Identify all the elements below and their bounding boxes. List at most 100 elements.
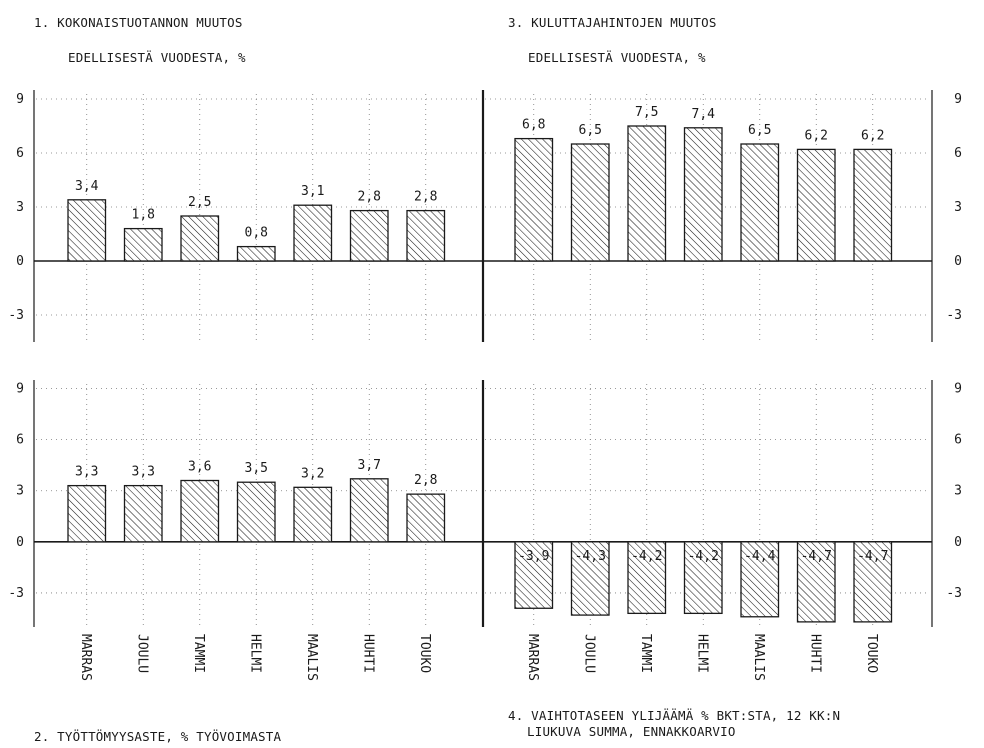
panel1-bar-touko — [406, 209, 446, 262]
panel4-ytick-label: 3 — [954, 484, 962, 499]
panel1-bar-huhti — [349, 209, 389, 262]
panel1-bar-helmi — [236, 245, 276, 262]
panel-frames — [33, 90, 933, 627]
panel2-value-label: 3,6 — [188, 460, 211, 475]
panel4-ytick-label: 9 — [954, 382, 962, 397]
panel2-bar-joulu — [123, 484, 163, 543]
panel3-bar-touko — [853, 148, 893, 262]
panel2-bar-touko — [406, 493, 446, 543]
panel3-value-label: 7,5 — [635, 105, 658, 120]
panel2-value-label: 3,2 — [301, 466, 324, 481]
panel4-category-label: JOULU — [581, 634, 596, 673]
panel4-ytick-label: 6 — [954, 433, 962, 448]
panel2-category-label: MAALIS — [304, 634, 319, 681]
panel1-ytick-label: 9 — [16, 92, 24, 107]
panel3-bar-helmi — [683, 127, 723, 262]
panel3-ytick-label: 3 — [954, 200, 962, 215]
panel1-value-label: 2,8 — [358, 190, 381, 205]
panel4-category-label: TAMMI — [638, 634, 653, 673]
panel2-category-label: JOULU — [134, 634, 149, 673]
panel3-title-line2: EDELLISESTÄ VUODESTA, % — [528, 50, 706, 65]
panel1-value-label: 1,8 — [132, 208, 155, 223]
panel4-bar-huhti — [796, 541, 836, 623]
panel4-category-label: MARRAS — [525, 634, 540, 681]
panel4-category-label: HUHTI — [807, 634, 822, 673]
panel3-bar-tammi — [627, 125, 667, 262]
panel3-value-label: 6,5 — [748, 123, 771, 138]
panel3-value-label: 7,4 — [692, 107, 716, 122]
panel4-ytick-label: -3 — [946, 586, 962, 601]
panel1-value-label: 3,4 — [75, 179, 99, 194]
panel3-value-label: 6,8 — [522, 118, 545, 133]
panel4-bar-touko — [853, 541, 893, 623]
panel1-value-label: 0,8 — [245, 226, 268, 241]
panel1-value-label: 2,8 — [414, 190, 437, 205]
panel4-bar-marras — [514, 541, 554, 609]
panel1-bar-maalis — [293, 204, 333, 262]
panel2-value-label: 3,3 — [132, 465, 155, 480]
panel1-bar-marras — [67, 199, 107, 262]
panel4-value-label: -4,7 — [857, 549, 888, 564]
panel4-bar-helmi — [683, 541, 723, 615]
panel2-ytick-label: 6 — [16, 433, 24, 448]
panel2-bar-huhti — [349, 478, 389, 543]
panel1-title-line1: 1. KOKONAISTUOTANNON MUUTOS — [34, 15, 243, 30]
panel3-bar-maalis — [740, 143, 780, 262]
panel2-category-label: MARRAS — [78, 634, 93, 681]
panel3-value-label: 6,2 — [861, 128, 884, 143]
panel1-ytick-label: 0 — [16, 254, 24, 269]
panel2-category-label: HELMI — [247, 634, 262, 673]
panel4-title-line1: 4. VAIHTOTASEEN YLIJÄÄMÄ % BKT:STA, 12 K… — [508, 708, 840, 723]
panel2-value-label: 2,8 — [414, 473, 437, 488]
panel1-ytick-label: 3 — [16, 200, 24, 215]
panel4-category-label: HELMI — [694, 634, 709, 673]
panel1-ytick-label: 6 — [16, 146, 24, 161]
panel1-value-label: 3,1 — [301, 184, 324, 199]
panel3-bar-huhti — [796, 148, 836, 262]
panel2-ytick-label: 9 — [16, 382, 24, 397]
panel3-bar-joulu — [570, 143, 610, 262]
panel3-value-label: 6,2 — [805, 128, 828, 143]
panel2-bar-tammi — [180, 479, 220, 543]
panel3-value-label: 6,5 — [579, 123, 602, 138]
panel1-title-line2: EDELLISESTÄ VUODESTA, % — [68, 50, 246, 65]
plot-area: 9 6 3 0 -3 3,4 1,8 2,5 0,8 3,1 2,8 2,8 9 6 3 0 -3 6,8 6,5 7… — [8, 92, 962, 625]
panel4-value-label: -4,7 — [801, 549, 832, 564]
panel4-value-label: -4,2 — [631, 549, 662, 564]
panel4-value-label: -4,3 — [575, 549, 606, 564]
panel4-category-label: TOUKO — [864, 634, 879, 673]
panel1-ytick-label: -3 — [8, 308, 24, 323]
panel3-ytick-label: 0 — [954, 254, 962, 269]
panel3-ytick-label: 9 — [954, 92, 962, 107]
panel3-ytick-label: -3 — [946, 308, 962, 323]
panel4-ytick-label: 0 — [954, 535, 962, 550]
panel2-category-label: TOUKO — [417, 634, 432, 673]
panel1-bar-tammi — [180, 215, 220, 262]
panel2-ytick-label: 0 — [16, 535, 24, 550]
panel2-value-label: 3,7 — [358, 458, 381, 473]
panel2-ytick-label: -3 — [8, 586, 24, 601]
panel2-title: 2. TYÖTTÖMYYSASTE, % TYÖVOIMASTA — [34, 728, 281, 744]
panel4-bar-joulu — [570, 541, 610, 616]
panel4-value-label: -4,4 — [744, 549, 775, 564]
panel3-bar-marras — [514, 137, 554, 262]
panel4-bar-tammi — [627, 541, 667, 615]
panel3-title-line1: 3. KULUTTAJAHINTOJEN MUUTOS — [508, 15, 717, 30]
panel2-value-label: 3,3 — [75, 465, 98, 480]
panel2-category-label: HUHTI — [360, 634, 375, 673]
panel2-bar-marras — [67, 484, 107, 543]
panel2-ytick-label: 3 — [16, 484, 24, 499]
panel3-ytick-label: 6 — [954, 146, 962, 161]
panel1-value-label: 2,5 — [188, 195, 211, 210]
panel4-value-label: -3,9 — [518, 549, 549, 564]
panel2-bar-helmi — [236, 481, 276, 543]
panel4-title-line2: LIUKUVA SUMMA, ENNAKKOARVIO — [527, 724, 736, 739]
category-axis: MARRAS JOULU TAMMI HELMI MAALIS HUHTI TOUKO MAR… — [78, 634, 879, 681]
panel4-value-label: -4,2 — [688, 549, 719, 564]
panel2-value-label: 3,5 — [245, 461, 268, 476]
panel4-bar-maalis — [740, 541, 780, 618]
panel1-bar-joulu — [123, 227, 163, 262]
panel2-category-label: TAMMI — [191, 634, 206, 673]
panel2-bar-maalis — [293, 486, 333, 543]
